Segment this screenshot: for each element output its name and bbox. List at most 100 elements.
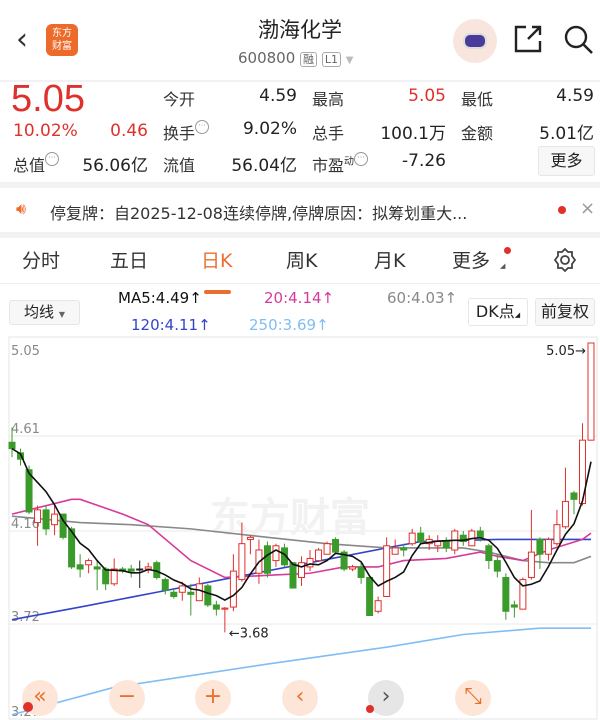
new-dot (504, 247, 511, 254)
zoom-out-button[interactable]: − (109, 680, 145, 716)
float-label: 流值 (163, 156, 196, 175)
candle-body (587, 342, 595, 441)
last-price: 5.05 (11, 78, 85, 120)
candle-body (510, 604, 518, 608)
close-icon[interactable]: × (580, 198, 596, 219)
stock-code: 600800 (238, 49, 296, 67)
tab-more[interactable]: 更多 (452, 250, 491, 272)
scroll-right-button[interactable]: › (368, 680, 404, 716)
candle-body (340, 551, 348, 570)
tab-five-day[interactable]: 五日 (110, 250, 149, 272)
notification-dot (23, 702, 33, 712)
more-quote-button[interactable]: 更多 (538, 146, 595, 176)
max-price-label: 5.05→ (546, 344, 586, 359)
mktcap-label[interactable]: 总值 ··· (13, 152, 60, 176)
candle-body (238, 543, 246, 581)
candle-body (306, 557, 314, 568)
zoom-in-button[interactable]: + (195, 680, 231, 716)
candle-body (298, 562, 305, 578)
jump-start-button[interactable]: « (22, 680, 58, 716)
candle-body (357, 566, 365, 578)
candle-body (195, 583, 203, 602)
corner-triangle-icon: ◢ (514, 311, 521, 319)
candle-body (400, 547, 408, 551)
dk-point-button[interactable]: DK点◢ (468, 298, 528, 326)
candle-body (8, 441, 16, 450)
info-icon: ··· (354, 152, 369, 166)
app-logo: 东方 财富 (46, 24, 78, 56)
suspension-notice[interactable]: 停复牌：自2025-12-08连续停牌,停牌原因：拟筹划重大... (50, 204, 468, 223)
pe-label[interactable]: 市盈动 ··· (312, 152, 369, 176)
tab-intraday[interactable]: 分时 (22, 250, 61, 272)
candle-body (391, 547, 399, 555)
candle-body (17, 452, 25, 460)
tab-weekly-k[interactable]: 周K (286, 250, 318, 272)
high-label: 最高 (312, 90, 345, 109)
candle-body (161, 579, 169, 591)
ma250-label: 250:3.69↑ (249, 316, 329, 334)
candle-body (204, 585, 212, 606)
ma20-label: 20:4.14↑ (264, 289, 335, 307)
gear-icon[interactable] (552, 247, 578, 273)
candle-body (42, 509, 50, 530)
corner-triangle-icon: ◢ (500, 262, 506, 270)
candle-body (93, 566, 101, 570)
stock-code-row[interactable]: 600800 融 L1 ▼ (238, 49, 353, 67)
candle-body (485, 545, 493, 562)
candle-body (374, 600, 382, 612)
share-icon[interactable] (512, 23, 544, 55)
candle-body (527, 551, 535, 578)
candle-body (246, 536, 254, 540)
ma120-label: 120:4.11↑ (131, 316, 211, 334)
candle-body (85, 560, 93, 566)
assistant-avatar[interactable] (453, 19, 497, 63)
turnover-value: 9.02% (242, 119, 297, 139)
min-price-label: ←3.68 (229, 626, 269, 641)
y-tick-label: 5.05 (11, 344, 40, 359)
indicator-select[interactable]: 均线 ▼ (9, 300, 80, 325)
candle-body (408, 532, 416, 545)
chevron-down-icon: ▼ (345, 55, 354, 66)
candle-body (263, 545, 271, 574)
scroll-left-button[interactable]: ‹ (282, 680, 318, 716)
volume-value: 100.1万 (380, 124, 446, 144)
tab-monthly-k[interactable]: 月K (374, 250, 406, 272)
level-badge: L1 (321, 52, 341, 67)
search-icon[interactable] (563, 24, 595, 56)
candle-body (578, 439, 586, 505)
turnover-label[interactable]: 换手 ··· (163, 120, 210, 144)
tab-daily-k[interactable]: 日K (201, 250, 233, 272)
forward-adjust-button[interactable]: 前复权 (535, 298, 595, 326)
candle-body (280, 547, 288, 566)
y-tick-label: 4.61 (11, 422, 40, 437)
high-value: 5.05 (408, 86, 446, 106)
stock-title: 渤海化学 (258, 18, 342, 42)
ma60-label: 60:4.03↑ (387, 289, 458, 307)
candle-body (102, 568, 110, 585)
candle-body (553, 524, 561, 545)
low-label: 最低 (461, 90, 494, 109)
back-button[interactable]: ‹ (16, 22, 28, 57)
candle-body (127, 568, 135, 572)
candle-body (459, 534, 467, 543)
candle-body (349, 566, 357, 570)
logo-text: 东方 (52, 28, 72, 39)
open-value: 4.59 (259, 86, 297, 106)
candle-body (51, 513, 59, 526)
candle-body (34, 509, 42, 524)
float-value: 56.04亿 (231, 156, 297, 176)
candle-body (110, 568, 118, 585)
logo-text: 财富 (52, 41, 72, 52)
notification-dot (366, 705, 374, 713)
candle-body (178, 585, 186, 593)
candle-body (170, 591, 178, 597)
ma5-label: MA5:4.49↑ (118, 289, 202, 307)
low-value: 4.59 (556, 86, 594, 106)
y-tick-label: 4.16 (11, 517, 40, 532)
active-tab-indicator (204, 290, 231, 294)
fullscreen-button[interactable]: ⤡ (455, 680, 491, 716)
candle-body (289, 562, 297, 589)
candle-body (68, 528, 76, 568)
candle-body (544, 538, 552, 555)
